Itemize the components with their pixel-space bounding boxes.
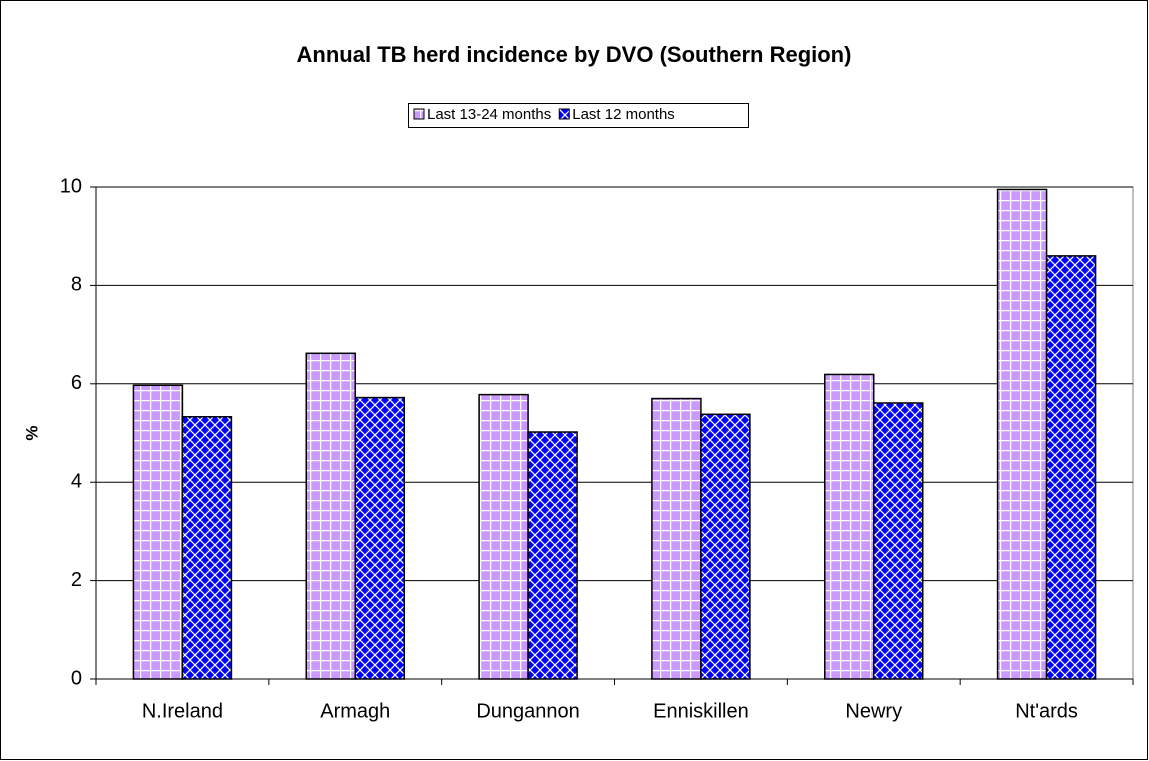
x-tick-label: Armagh bbox=[320, 700, 390, 722]
x-tick-label: Nt'ards bbox=[1015, 700, 1078, 722]
y-tick-label: 10 bbox=[60, 175, 82, 197]
y-tick-label: 2 bbox=[71, 569, 82, 591]
bar bbox=[873, 402, 924, 680]
x-tick-label: Newry bbox=[845, 700, 902, 722]
bar bbox=[305, 352, 356, 680]
y-tick-label: 0 bbox=[71, 667, 82, 689]
legend-label: Last 12 months bbox=[572, 106, 675, 123]
x-tick-label: Dungannon bbox=[476, 700, 579, 722]
legend-label: Last 13-24 months bbox=[427, 106, 551, 123]
bar bbox=[132, 384, 184, 680]
bar bbox=[700, 413, 751, 680]
legend-items: Last 13-24 months Last 12 months bbox=[413, 106, 675, 123]
chart-title: Annual TB herd incidence by DVO (Souther… bbox=[297, 42, 852, 67]
y-tick-label: 6 bbox=[71, 372, 82, 394]
bar bbox=[478, 393, 529, 680]
bar bbox=[354, 396, 405, 680]
bar bbox=[181, 416, 233, 680]
bar bbox=[1045, 255, 1097, 680]
x-tick-label: Enniskillen bbox=[653, 700, 749, 722]
bar bbox=[527, 431, 578, 680]
y-tick-label: 4 bbox=[71, 470, 82, 492]
bar bbox=[651, 397, 702, 680]
bar bbox=[996, 188, 1048, 680]
legend bbox=[408, 103, 749, 128]
y-axis-label: % bbox=[22, 425, 41, 440]
bar bbox=[824, 373, 875, 680]
y-tick-label: 8 bbox=[71, 274, 82, 296]
legend-swatch bbox=[413, 108, 425, 120]
x-tick-label: N.Ireland bbox=[142, 700, 223, 722]
legend-swatch bbox=[558, 108, 570, 120]
